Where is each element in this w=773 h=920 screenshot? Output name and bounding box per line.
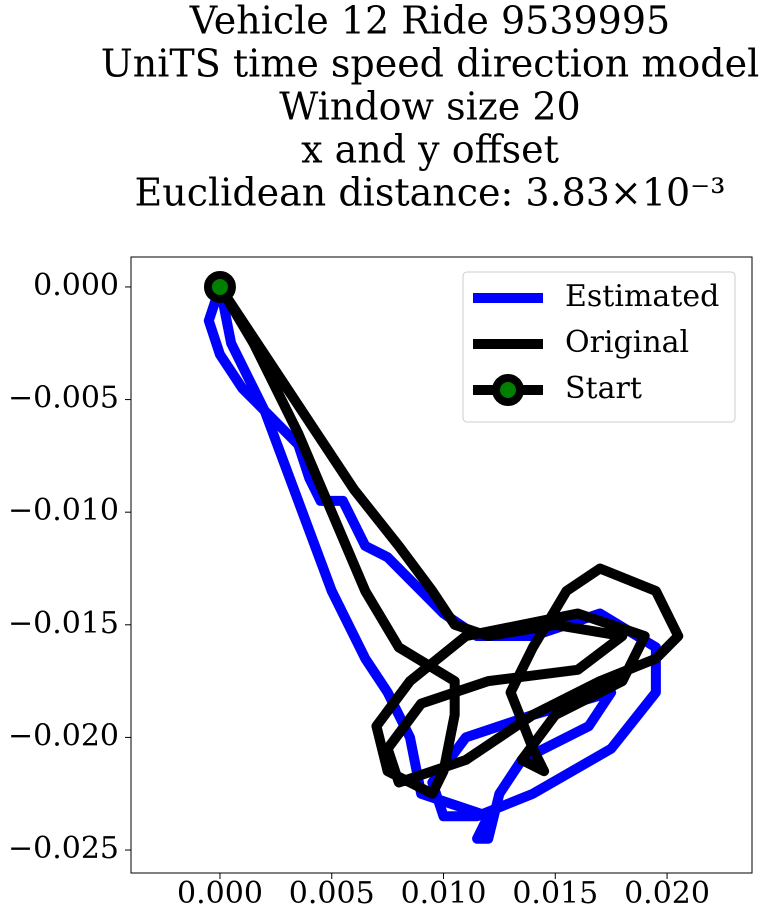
- y-tick-label: −0.010: [8, 493, 119, 528]
- legend-label: Estimated: [565, 279, 719, 314]
- x-tick-label: 0.005: [289, 876, 375, 911]
- y-tick-label: 0.000: [33, 268, 119, 303]
- start-marker: [203, 270, 236, 303]
- x-tick-label: 0.015: [512, 876, 598, 911]
- y-tick-label: −0.025: [8, 831, 119, 866]
- title-line: Euclidean distance: 3.83×10⁻³: [135, 171, 726, 215]
- trajectory: [214, 281, 684, 799]
- title-line: x and y offset: [301, 128, 559, 172]
- title-line: Vehicle 12 Ride 9539995: [189, 0, 670, 43]
- y-tick-label: −0.020: [8, 718, 119, 753]
- title-line: UniTS time speed direction model: [101, 42, 760, 86]
- x-tick-label: 0.010: [401, 876, 487, 911]
- y-tick-label: −0.005: [8, 381, 119, 416]
- legend: Estimated Original Start: [462, 271, 736, 423]
- plot-frame: [130, 256, 753, 874]
- legend-label: Original: [565, 325, 689, 360]
- y-tick-label: −0.015: [8, 606, 119, 641]
- legend-box: [462, 271, 736, 423]
- x-tick-label: 0.000: [177, 876, 263, 911]
- title-line: Window size 20: [279, 85, 580, 129]
- x-tick-label: 0.020: [624, 876, 710, 911]
- legend-label: Start: [565, 371, 642, 406]
- legend-marker: [492, 374, 524, 406]
